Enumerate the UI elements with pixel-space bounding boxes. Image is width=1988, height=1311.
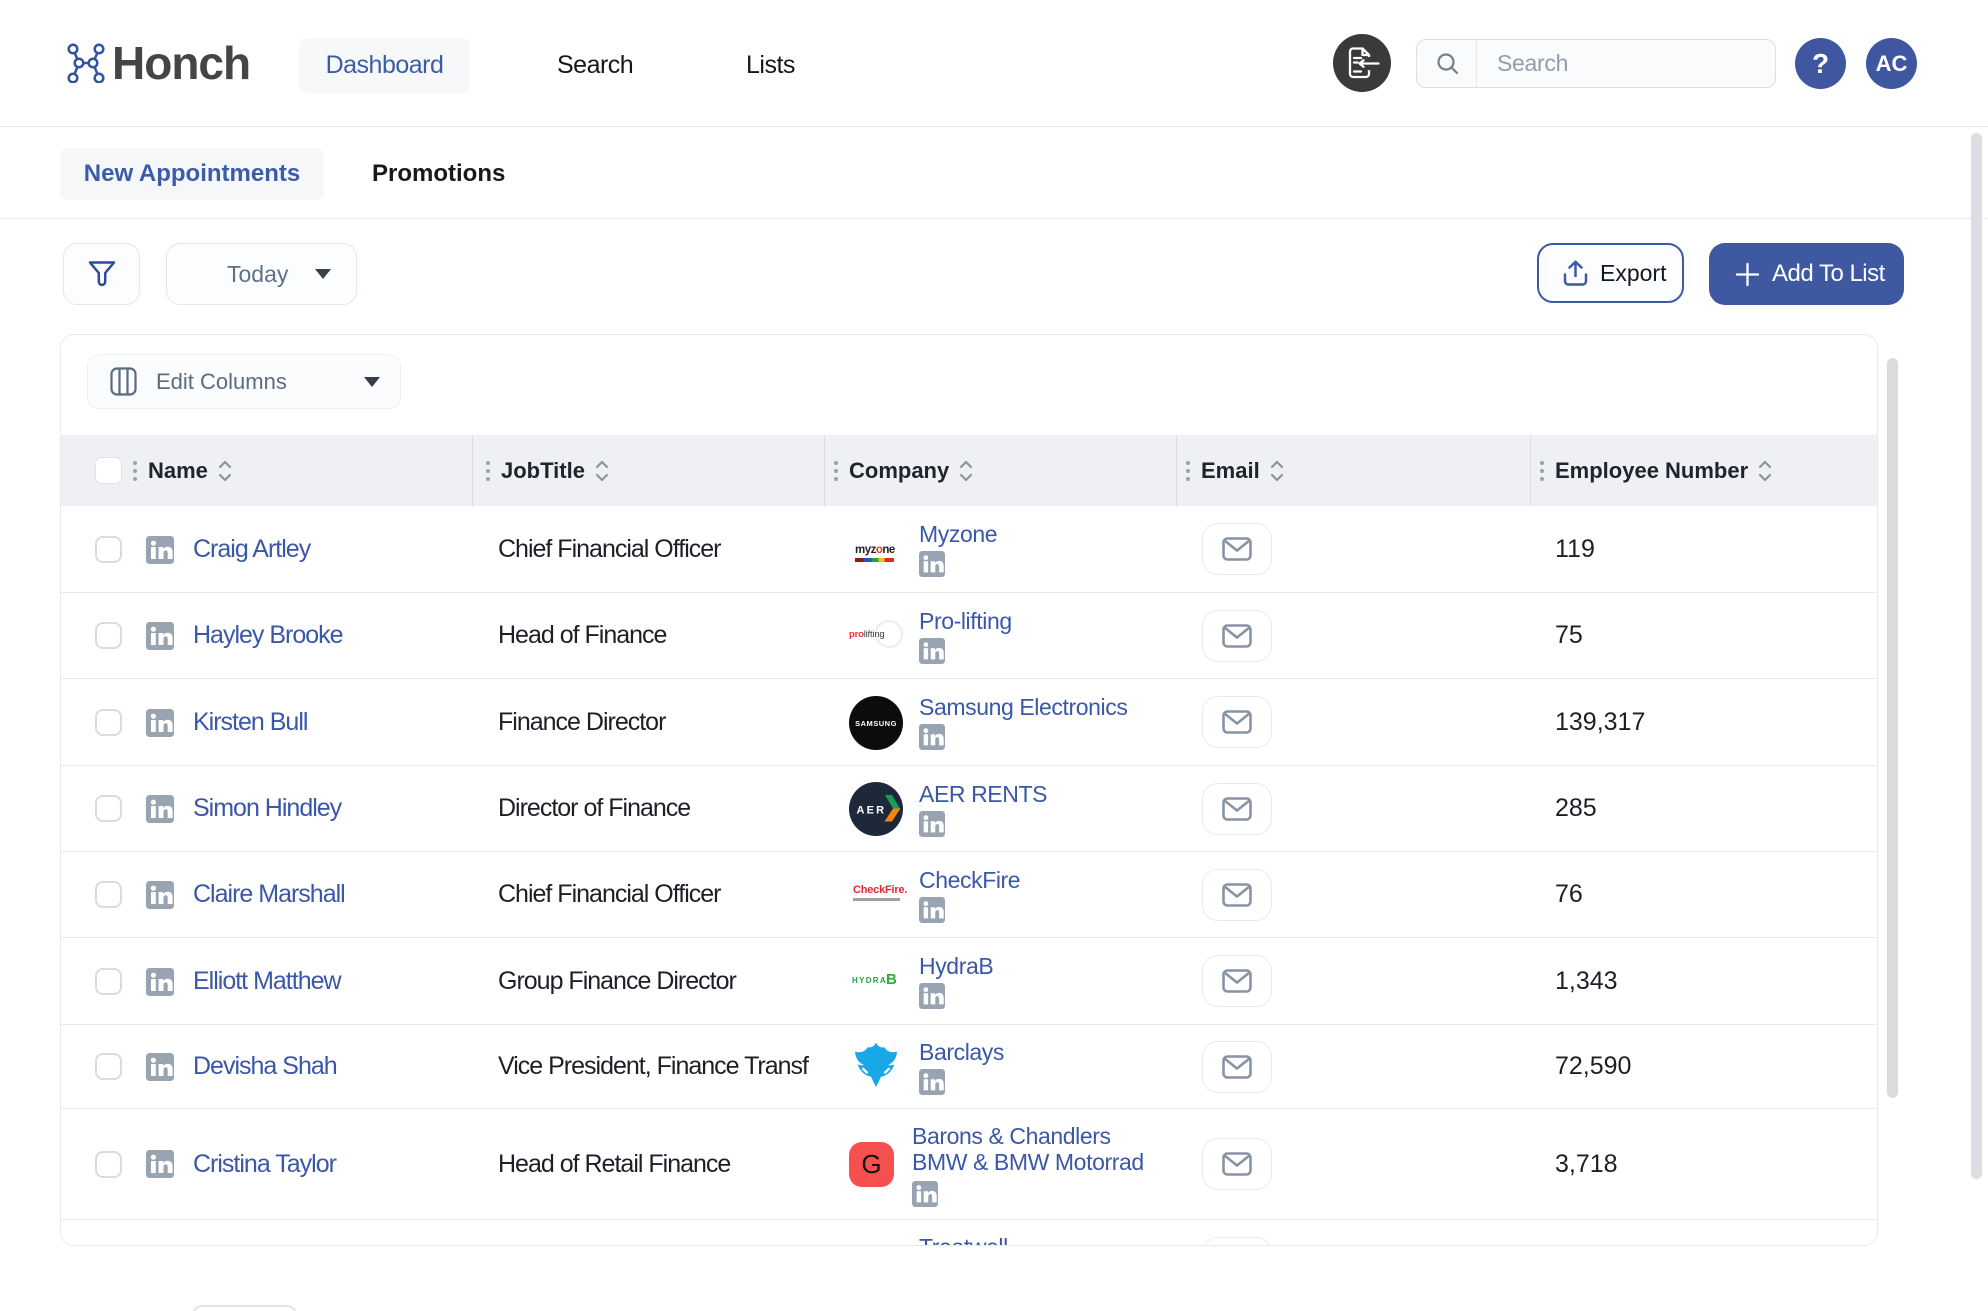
svg-text:AER: AER — [857, 805, 887, 817]
